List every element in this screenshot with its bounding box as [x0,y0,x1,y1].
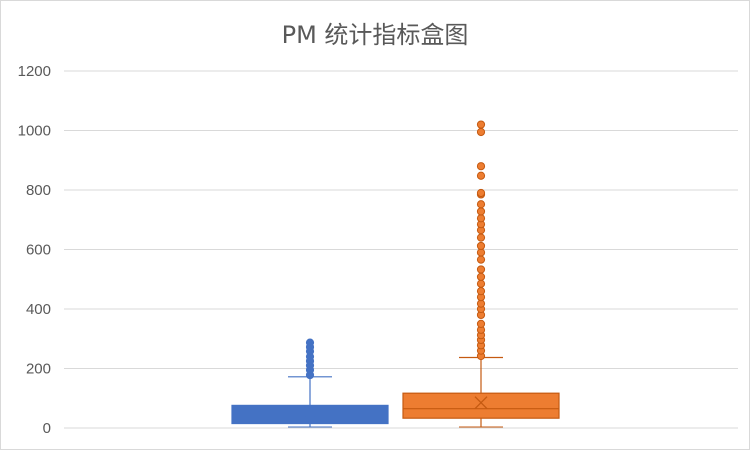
series-2-outlier-26 [476,188,486,198]
series-2-outlier-30 [476,120,486,129]
series-2-outlier-13 [476,279,486,288]
series-1-outlier-8 [305,338,315,347]
series-2-outlier-23 [476,207,486,216]
series-1-box [231,404,389,425]
y-tick-label-1000: 1000 [18,123,51,140]
y-tick-label-600: 600 [26,242,51,259]
y-tick-label-0: 0 [43,420,51,437]
series-2-outlier-15 [476,265,486,274]
series-1-mean-marker-b [303,406,317,419]
y-tick-label-1200: 1200 [18,63,51,80]
series-2-outlier-12 [476,287,486,296]
series-2-outlier-29 [476,127,486,137]
series-2-outlier-22 [476,214,486,223]
series-2-outlier-16 [476,255,486,264]
series-2-outlier-7 [476,319,486,328]
series-2-outlier-28 [476,162,486,171]
chart-title: PM 统计指标盒图 [281,21,469,49]
y-tick-label-200: 200 [26,361,51,378]
y-tick-label-800: 800 [26,182,51,199]
series-2-mean-marker-b [474,396,488,410]
series-2-outlier-24 [476,200,486,209]
y-tick-label-400: 400 [26,301,51,318]
series-2-box [402,392,560,419]
series-2-outlier-18 [476,241,486,251]
series-2-outlier-14 [476,272,486,281]
series-2-outlier-19 [476,233,486,242]
series-2-outlier-27 [476,171,486,180]
